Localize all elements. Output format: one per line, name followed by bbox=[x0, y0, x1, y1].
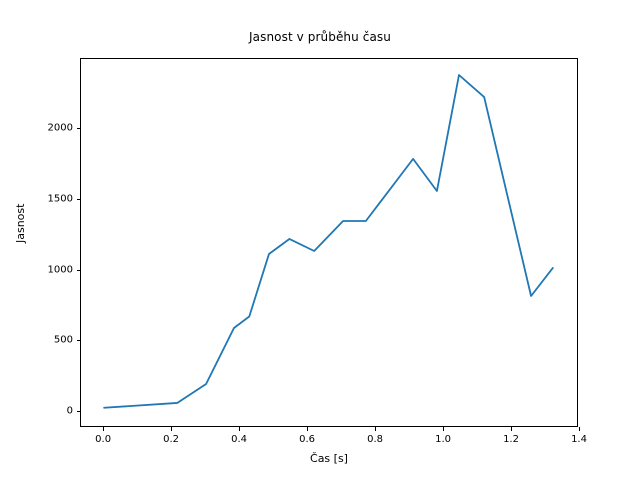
y-tick-mark bbox=[76, 198, 80, 200]
y-tick-label: 1000 bbox=[47, 264, 73, 276]
y-tick-mark bbox=[76, 269, 80, 271]
x-tick-label: 0.8 bbox=[367, 434, 383, 445]
y-tick-mark bbox=[76, 340, 80, 342]
y-axis-label: Jasnost bbox=[14, 203, 27, 243]
y-tick-label: 1500 bbox=[47, 193, 73, 205]
plot-area bbox=[80, 58, 578, 427]
x-tick-mark bbox=[579, 427, 581, 431]
x-tick-label: 1.4 bbox=[571, 434, 587, 445]
x-tick-mark bbox=[443, 427, 445, 431]
y-tick-label: 2000 bbox=[47, 122, 73, 134]
x-tick-mark bbox=[239, 427, 241, 431]
x-tick-label: 0.4 bbox=[231, 434, 248, 445]
page-title: Jasnost v průběhu času bbox=[249, 30, 391, 44]
x-tick-label: 0.6 bbox=[299, 434, 316, 445]
y-tick-mark bbox=[76, 411, 80, 412]
x-tick-mark bbox=[375, 427, 377, 431]
line-series-svg bbox=[103, 74, 554, 409]
x-tick-mark bbox=[511, 427, 513, 431]
y-tick-mark bbox=[76, 128, 80, 130]
x-tick-label: 0.2 bbox=[163, 434, 180, 445]
x-axis-label: Čas [s] bbox=[310, 452, 348, 465]
x-tick-label: 1.2 bbox=[503, 434, 519, 445]
x-tick-mark bbox=[307, 427, 309, 431]
x-tick-mark bbox=[171, 427, 173, 431]
x-tick-label: 0.0 bbox=[95, 434, 112, 445]
x-tick-mark bbox=[103, 427, 105, 431]
line-series-jasnost bbox=[103, 74, 554, 409]
y-tick-label: 0 bbox=[66, 405, 73, 417]
x-tick-label: 1.0 bbox=[435, 434, 451, 445]
y-tick-label: 500 bbox=[53, 334, 73, 346]
